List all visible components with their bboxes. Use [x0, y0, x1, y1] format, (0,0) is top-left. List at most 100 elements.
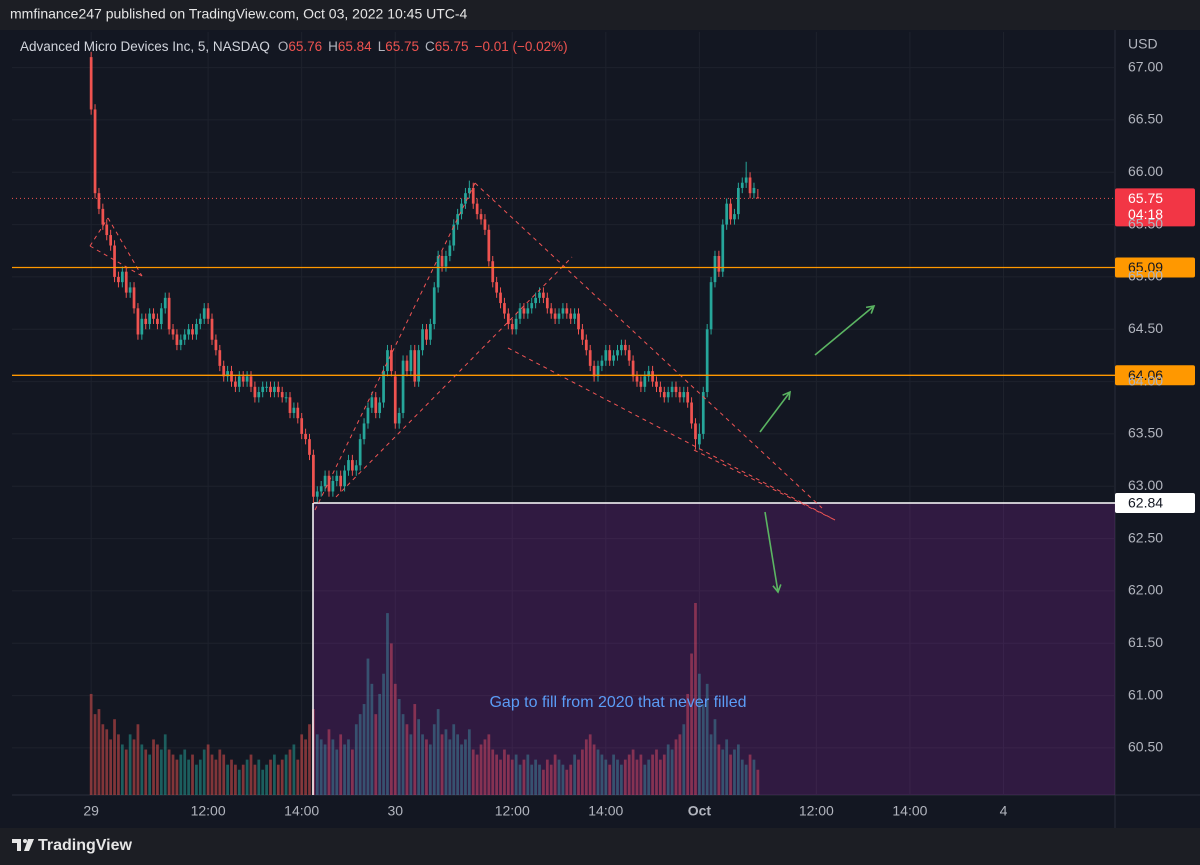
candle-body — [616, 350, 619, 356]
volume-bar — [366, 658, 370, 795]
candle-body — [518, 308, 522, 319]
volume-bar — [678, 734, 682, 795]
candle-body — [639, 381, 643, 387]
price-badge-label: 64.06 — [1128, 367, 1163, 383]
candle-body — [510, 324, 514, 330]
candle-body — [421, 329, 424, 351]
candle-body — [273, 386, 276, 393]
candle-body — [452, 224, 456, 246]
logo-mark — [12, 839, 21, 851]
x-tick-label: 12:00 — [191, 803, 226, 819]
volume-bar — [674, 739, 678, 795]
volume-bar — [276, 764, 280, 795]
candle-body — [312, 454, 315, 497]
volume-bar — [659, 759, 662, 795]
candle-body — [386, 350, 389, 372]
candle-body — [362, 423, 366, 440]
volume-bar — [230, 759, 233, 795]
volume-bar — [132, 739, 136, 795]
candle-body — [475, 203, 479, 215]
volume-bar — [171, 754, 175, 795]
footer-bar — [0, 828, 1200, 865]
volume-bar — [300, 734, 304, 795]
candle-body — [148, 313, 151, 325]
y-tick-label: 61.50 — [1128, 634, 1163, 650]
candle-body — [647, 371, 651, 377]
volume-bar — [117, 734, 120, 795]
volume-bar — [323, 744, 327, 795]
volume-bar — [413, 704, 417, 795]
trend-line — [107, 217, 143, 277]
candle-body — [436, 255, 440, 288]
drawings — [89, 182, 876, 594]
candle-body — [748, 177, 752, 194]
candle-body — [448, 245, 452, 256]
volume-bar — [179, 754, 183, 795]
volume-bar — [577, 759, 580, 795]
volume-bar — [725, 739, 729, 795]
candle-body — [694, 423, 697, 440]
volume-bar — [378, 693, 382, 795]
y-tick-label: 64.50 — [1128, 320, 1163, 336]
volume-bar — [495, 754, 498, 795]
candle-body — [292, 407, 296, 413]
candle-body — [596, 365, 600, 377]
candle-body — [464, 193, 467, 204]
candle-body — [210, 318, 214, 340]
volume-bar — [292, 744, 296, 795]
volume-bar — [152, 739, 155, 795]
candle-body — [709, 282, 713, 330]
volume-bar — [124, 749, 128, 795]
volume-bar — [744, 764, 748, 795]
volume-bar — [327, 729, 331, 795]
arrow-down — [764, 511, 782, 594]
candle-body — [124, 271, 128, 293]
volume-bar — [635, 759, 639, 795]
volume-bar — [733, 749, 736, 795]
volume-bar — [241, 764, 245, 795]
volume-bar — [651, 754, 654, 795]
volume-bar — [448, 739, 452, 795]
candle-body — [635, 376, 639, 382]
volume-bar — [261, 769, 265, 795]
volume-bar — [105, 729, 109, 795]
ohlc-key: O — [278, 39, 289, 54]
candle-body — [503, 303, 506, 314]
published-caption: mmfinance247 published on TradingView.co… — [10, 6, 468, 22]
volume-bar — [526, 754, 530, 795]
candle-body — [569, 313, 573, 319]
volume-bar — [682, 724, 686, 795]
volume-bar — [596, 749, 600, 795]
candle-body — [113, 245, 116, 277]
volume-bar — [475, 754, 479, 795]
candle-body — [623, 344, 627, 351]
gap-area — [313, 502, 1115, 795]
volume-bar — [573, 754, 576, 795]
candle-body — [662, 392, 666, 398]
candle-body — [241, 376, 245, 382]
candle-body — [698, 433, 701, 445]
volume-bar — [483, 739, 487, 795]
volume-bar — [471, 749, 475, 795]
volume-bar — [101, 724, 105, 795]
candle-body — [331, 481, 335, 492]
candle-body — [592, 365, 596, 377]
candle-body — [401, 360, 405, 413]
candle-body — [413, 350, 417, 382]
candle-body — [417, 350, 421, 382]
candle-body — [514, 318, 518, 330]
volume-bar — [479, 744, 483, 795]
candle-body — [604, 350, 608, 361]
y-tick-label: 60.50 — [1128, 739, 1163, 755]
volume-bar — [405, 724, 409, 795]
y-tick-label: 62.50 — [1128, 529, 1163, 545]
candle-body — [319, 486, 323, 492]
volume-bar — [296, 759, 300, 795]
gap-top-badge — [1115, 492, 1195, 513]
candle-body — [175, 334, 179, 345]
trend-line — [507, 347, 836, 521]
volume-bar — [553, 754, 557, 795]
candle-body — [163, 297, 167, 309]
gap-top-label: 62.84 — [1128, 495, 1163, 511]
volume-bar — [335, 749, 339, 795]
